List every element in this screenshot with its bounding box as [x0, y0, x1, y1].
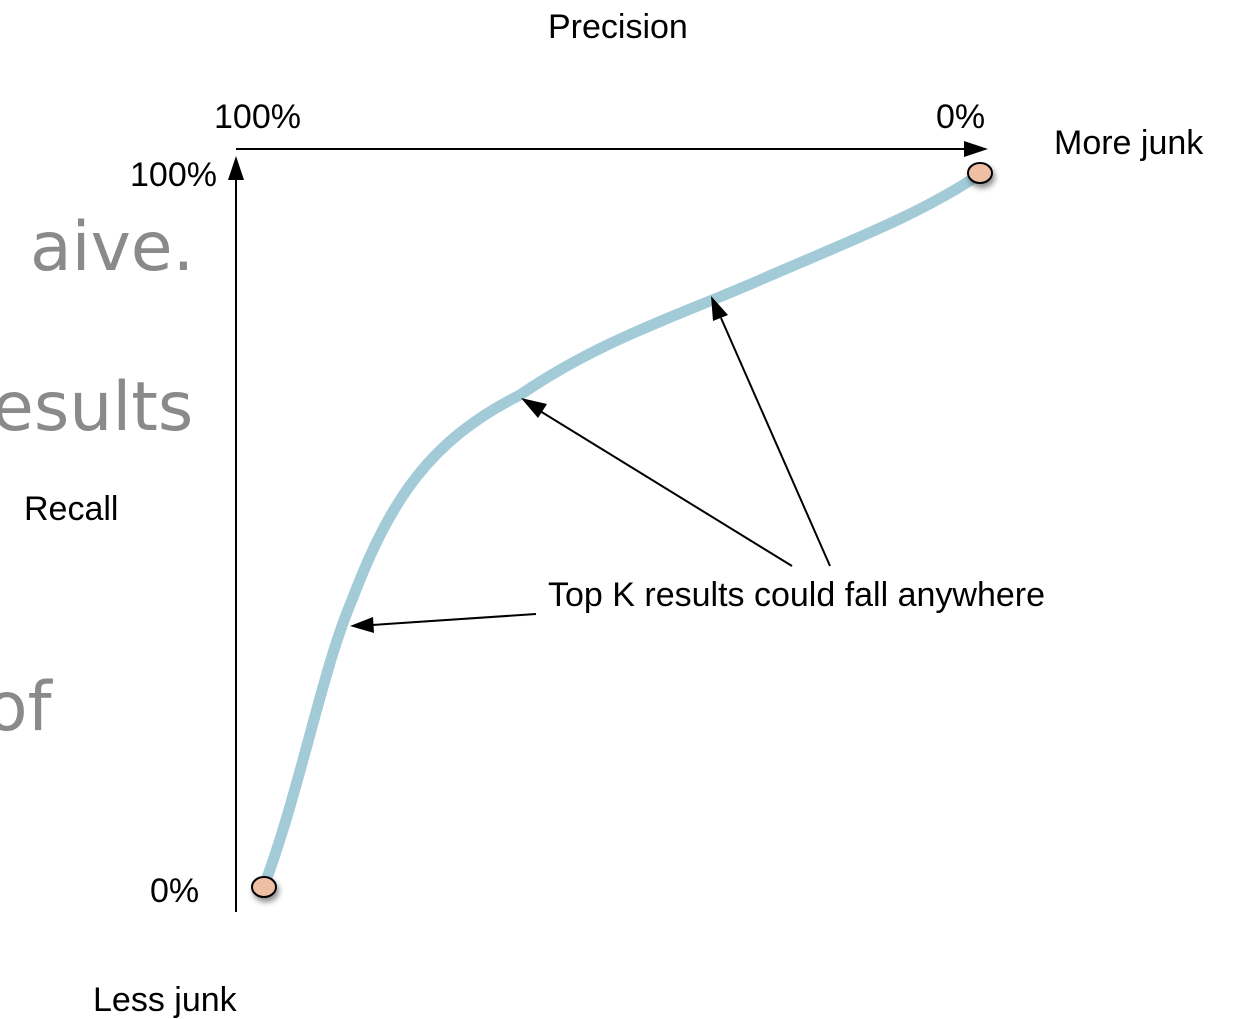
recall-axis-arrowhead [228, 156, 244, 180]
more-junk-label: More junk [1054, 124, 1204, 162]
callout-arrow-1 [371, 613, 537, 626]
recall-bottom-label: 0% [150, 872, 200, 910]
precision-end-label: 0% [936, 98, 986, 136]
less-junk-label: Less junk [93, 981, 237, 1019]
recall-top-label: 100% [130, 156, 217, 194]
background-text-3: of [0, 668, 52, 747]
callout-arrowhead-3 [711, 296, 728, 321]
background-text-2: esults [0, 368, 194, 447]
precision-axis-arrowhead [964, 141, 988, 157]
precision-recall-curve [258, 168, 986, 892]
callout-arrowhead-1 [350, 617, 374, 633]
callout-text: Top K results could fall anywhere [548, 576, 1046, 614]
background-text-1: aive. [30, 208, 195, 287]
curve-endpoint-bottom [251, 876, 277, 898]
callout-arrow-2 [539, 410, 793, 567]
recall-axis-title: Recall [24, 490, 119, 528]
curve-endpoint-top [967, 162, 993, 184]
precision-start-label: 100% [214, 98, 301, 136]
callout-arrowhead-2 [521, 398, 547, 418]
callout-arrow-3 [720, 317, 831, 567]
precision-axis-title: Precision [548, 8, 688, 46]
